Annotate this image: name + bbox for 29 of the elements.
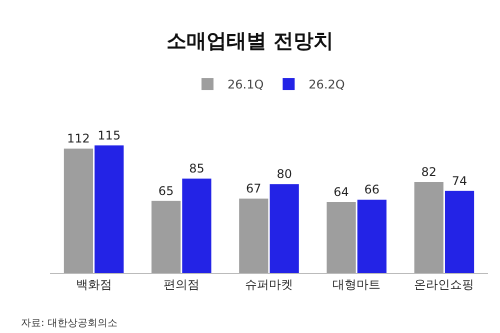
bar [357,200,386,273]
chart-title: 소매업태별 전망치 [166,28,334,52]
x-tick-label: 편의점 [163,277,200,292]
data-label: 66 [364,182,380,197]
data-label: 115 [98,128,121,142]
bar [152,200,181,273]
bar [239,198,268,273]
bar [444,190,474,273]
legend-label: 26.1Q [228,78,264,92]
legend-label: 26.2Q [308,78,345,92]
bar [326,202,356,273]
bar [182,178,212,273]
x-tick-label: 대형마트 [332,277,381,292]
x-tick-label: 온라인쇼핑 [414,277,474,292]
bar [270,184,299,273]
bar [414,182,444,273]
x-tick-label: 백화점 [76,277,112,292]
data-label: 65 [158,184,174,198]
data-label: 85 [189,162,204,176]
data-label: 82 [421,164,437,179]
data-label: 80 [276,167,292,182]
bar [94,145,124,273]
x-tick-label: 슈퍼마켓 [245,277,293,292]
text: 자료: 대한상공회의소 [21,318,118,329]
data-label: 64 [334,184,349,199]
data-label: 74 [452,174,468,188]
data-label: 67 [246,182,262,196]
bar [64,148,94,273]
data-label: 112 [67,132,90,146]
